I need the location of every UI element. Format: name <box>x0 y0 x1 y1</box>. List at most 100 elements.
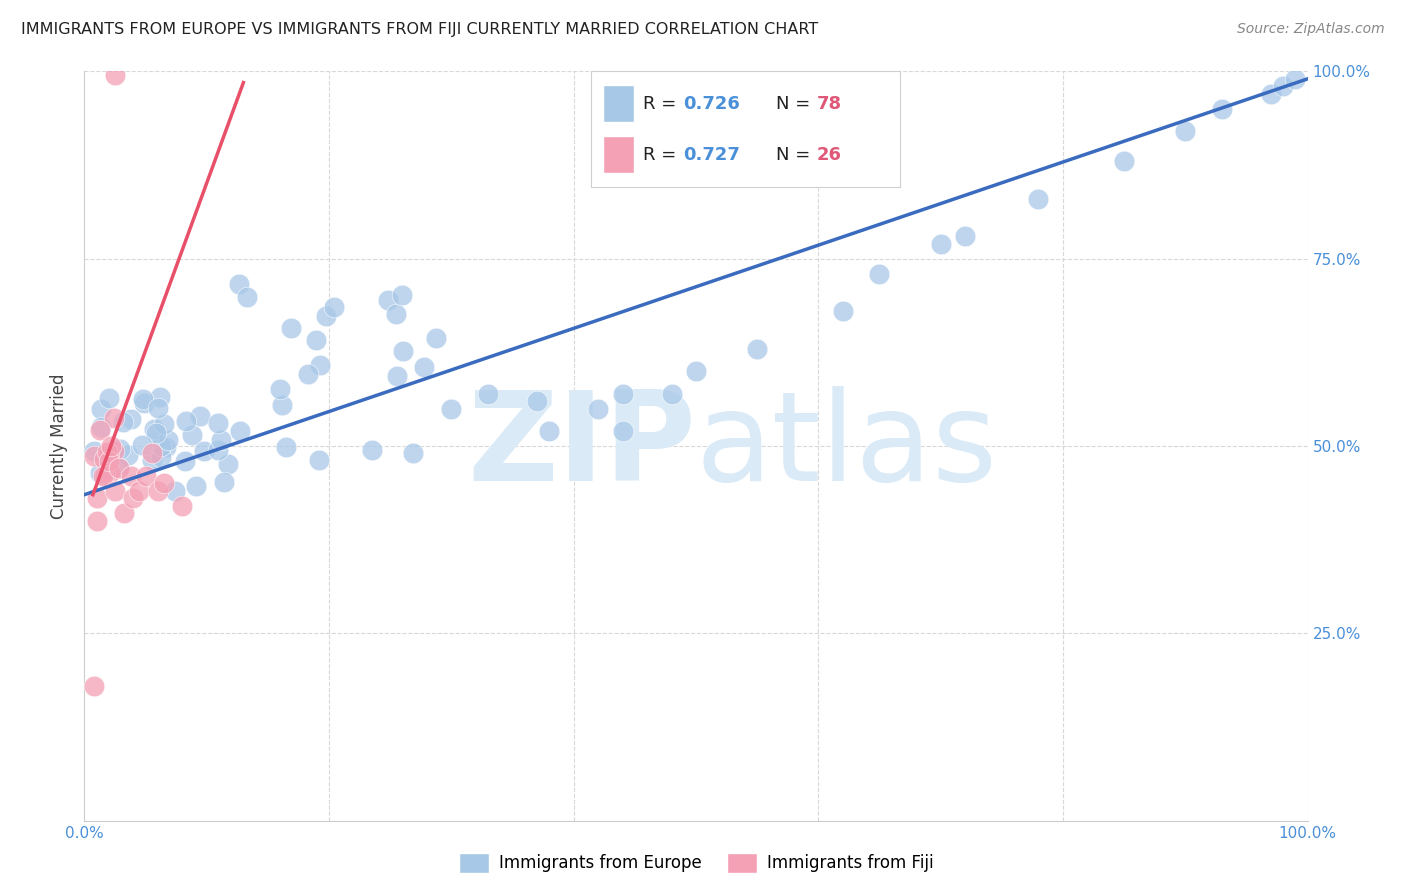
Point <box>440 401 463 416</box>
Point <box>188 409 211 423</box>
Bar <box>603 86 634 122</box>
Point <box>1260 87 1282 101</box>
Text: 0.727: 0.727 <box>683 146 740 164</box>
Point <box>217 457 239 471</box>
Point <box>110 442 132 457</box>
Point <box>122 491 145 506</box>
Point <box>360 442 382 457</box>
Point <box>132 395 155 409</box>
Point <box>953 229 976 244</box>
Point <box>143 422 166 436</box>
Point <box>146 483 169 498</box>
Point <box>207 442 229 457</box>
Point <box>586 401 609 416</box>
Point <box>97 454 120 468</box>
Text: atlas: atlas <box>696 385 998 507</box>
Point <box>477 386 499 401</box>
Point <box>90 402 112 417</box>
Point <box>274 440 297 454</box>
Point <box>83 679 105 693</box>
Point <box>831 304 853 318</box>
Point <box>661 386 683 401</box>
Point <box>269 382 291 396</box>
Point <box>929 236 952 251</box>
Point <box>181 428 204 442</box>
Point <box>100 439 122 453</box>
Point <box>112 507 135 521</box>
Point <box>98 391 121 405</box>
Point <box>163 483 186 498</box>
Point <box>145 426 167 441</box>
Point <box>93 451 115 466</box>
Text: ZIP: ZIP <box>467 385 696 507</box>
Point <box>412 360 434 375</box>
Point <box>117 448 139 462</box>
Point <box>156 433 179 447</box>
Point <box>401 446 423 460</box>
Point <box>132 392 155 406</box>
Text: N =: N = <box>776 146 815 164</box>
Legend: Immigrants from Europe, Immigrants from Fiji: Immigrants from Europe, Immigrants from … <box>453 847 939 880</box>
Text: 26: 26 <box>817 146 841 164</box>
Text: 0.726: 0.726 <box>683 95 740 112</box>
Text: 78: 78 <box>817 95 841 112</box>
Point <box>83 443 105 458</box>
Point <box>323 300 346 314</box>
Point <box>271 398 294 412</box>
Point <box>526 394 548 409</box>
Point <box>207 416 229 430</box>
Point <box>107 461 129 475</box>
Point <box>425 331 447 345</box>
Text: N =: N = <box>776 95 815 112</box>
Y-axis label: Currently Married: Currently Married <box>51 373 69 519</box>
Point <box>391 344 413 359</box>
Point <box>1284 71 1306 86</box>
Point <box>229 424 252 438</box>
Point <box>305 333 328 347</box>
Text: Source: ZipAtlas.com: Source: ZipAtlas.com <box>1237 22 1385 37</box>
Point <box>111 415 134 429</box>
Point <box>612 386 634 401</box>
Point <box>228 277 250 291</box>
Point <box>91 469 114 483</box>
Point <box>377 293 399 307</box>
Point <box>86 491 108 506</box>
Point <box>120 469 142 483</box>
Point <box>104 483 127 498</box>
Point <box>747 342 769 356</box>
Point <box>149 450 172 464</box>
Point <box>141 453 163 467</box>
Point <box>97 467 120 481</box>
Point <box>193 443 215 458</box>
Point <box>94 468 117 483</box>
Point <box>309 358 332 372</box>
Point <box>104 68 127 82</box>
Point <box>141 446 163 460</box>
Point <box>212 475 235 489</box>
Point <box>685 364 707 378</box>
Point <box>108 461 131 475</box>
Point <box>612 424 634 438</box>
Point <box>89 423 111 437</box>
Point <box>391 288 413 302</box>
Text: R =: R = <box>643 95 682 112</box>
Point <box>153 476 176 491</box>
Text: IMMIGRANTS FROM EUROPE VS IMMIGRANTS FROM FIJI CURRENTLY MARRIED CORRELATION CHA: IMMIGRANTS FROM EUROPE VS IMMIGRANTS FRO… <box>21 22 818 37</box>
Point <box>131 438 153 452</box>
Point <box>211 433 233 447</box>
Point <box>174 414 197 428</box>
Point <box>297 368 319 382</box>
Point <box>83 449 105 463</box>
Bar <box>603 136 634 173</box>
Point <box>97 445 120 459</box>
Point <box>103 411 125 425</box>
Point <box>1211 102 1233 116</box>
Point <box>172 499 194 513</box>
Point <box>96 445 118 459</box>
Point <box>103 443 125 458</box>
Point <box>149 439 172 453</box>
Point <box>1272 79 1295 94</box>
Point <box>1114 154 1136 169</box>
Text: R =: R = <box>643 146 682 164</box>
Point <box>1174 124 1197 138</box>
